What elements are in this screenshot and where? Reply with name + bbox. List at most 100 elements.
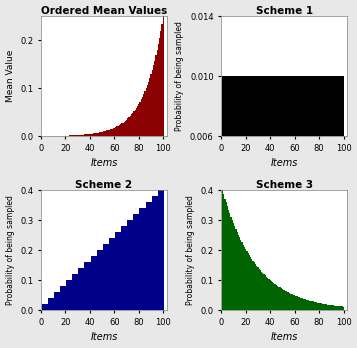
Bar [94, 256, 95, 310]
Bar [237, 76, 238, 226]
Bar [115, 232, 116, 310]
Bar [119, 125, 120, 136]
Title: Scheme 1: Scheme 1 [256, 6, 313, 16]
Bar [114, 128, 115, 136]
Bar [84, 134, 86, 136]
Bar [71, 280, 72, 310]
Bar [99, 250, 100, 310]
Bar [272, 282, 273, 310]
Bar [250, 76, 251, 226]
Bar [110, 238, 111, 310]
Bar [247, 253, 249, 310]
Bar [132, 113, 133, 136]
Bar [91, 256, 92, 310]
Bar [310, 76, 311, 226]
Bar [150, 202, 152, 310]
Bar [245, 249, 246, 310]
Bar [55, 292, 56, 310]
Bar [154, 61, 155, 136]
Bar [266, 76, 267, 226]
Bar [320, 303, 321, 310]
Bar [70, 135, 71, 136]
Y-axis label: Probability of being sampled: Probability of being sampled [6, 195, 15, 305]
Bar [229, 213, 231, 310]
Bar [67, 135, 69, 136]
Bar [272, 76, 273, 226]
Bar [149, 202, 150, 310]
Bar [321, 303, 322, 310]
Bar [312, 76, 313, 226]
Bar [154, 196, 155, 310]
Bar [117, 232, 119, 310]
Bar [161, 24, 163, 136]
Bar [254, 262, 255, 310]
Bar [136, 214, 137, 310]
Bar [286, 76, 287, 226]
Bar [335, 76, 336, 226]
Bar [318, 76, 320, 226]
X-axis label: Items: Items [271, 332, 298, 342]
Bar [307, 76, 309, 226]
Bar [227, 76, 228, 226]
Bar [100, 250, 101, 310]
Bar [312, 301, 313, 310]
Bar [316, 302, 317, 310]
Bar [56, 292, 57, 310]
Bar [240, 240, 241, 310]
Bar [343, 76, 344, 226]
Bar [48, 298, 49, 310]
Bar [231, 76, 232, 226]
Bar [257, 76, 258, 226]
Bar [77, 274, 78, 310]
Bar [273, 76, 275, 226]
Bar [267, 76, 268, 226]
Bar [228, 210, 229, 310]
Bar [268, 279, 270, 310]
Bar [80, 135, 81, 136]
Bar [234, 226, 235, 310]
Bar [339, 306, 341, 310]
Bar [244, 247, 245, 310]
Bar [125, 121, 126, 136]
Bar [292, 76, 293, 226]
Bar [133, 214, 135, 310]
Bar [300, 298, 301, 310]
Bar [278, 287, 280, 310]
Bar [261, 271, 262, 310]
Bar [328, 76, 330, 226]
Bar [233, 223, 234, 310]
Bar [143, 94, 144, 136]
Bar [293, 295, 294, 310]
Bar [146, 88, 147, 136]
Bar [97, 133, 98, 136]
Bar [275, 76, 276, 226]
Bar [257, 267, 258, 310]
Bar [222, 190, 223, 310]
Bar [130, 220, 131, 310]
Bar [238, 76, 239, 226]
Bar [249, 76, 250, 226]
Bar [337, 306, 338, 310]
Bar [304, 299, 305, 310]
Bar [117, 126, 119, 136]
Bar [250, 257, 251, 310]
Bar [249, 255, 250, 310]
Bar [228, 76, 229, 226]
Bar [323, 304, 325, 310]
Bar [129, 117, 130, 136]
Bar [327, 304, 328, 310]
Bar [283, 290, 284, 310]
Bar [71, 135, 72, 136]
Bar [282, 289, 283, 310]
Bar [146, 202, 147, 310]
Bar [137, 106, 138, 136]
Bar [338, 76, 339, 226]
Bar [121, 226, 122, 310]
Bar [318, 303, 320, 310]
Bar [84, 262, 86, 310]
Bar [93, 133, 94, 136]
X-axis label: Items: Items [271, 158, 298, 168]
Bar [99, 132, 100, 136]
Bar [299, 76, 300, 226]
Bar [101, 132, 103, 136]
